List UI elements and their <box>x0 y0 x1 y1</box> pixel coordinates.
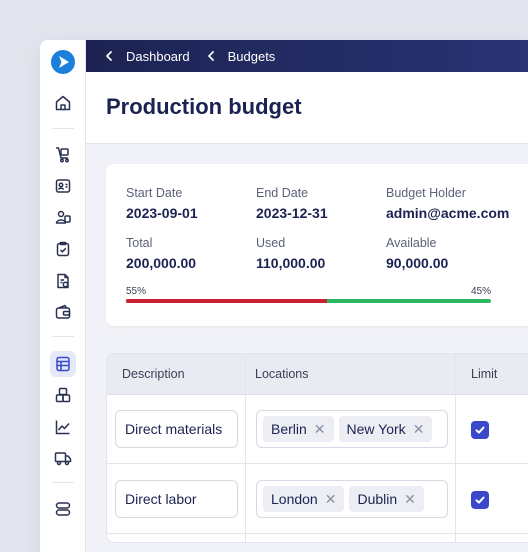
play-logo[interactable] <box>51 50 75 74</box>
end-date-label: End Date <box>256 186 309 200</box>
table-header: Description Locations Limit <box>107 354 528 395</box>
breadcrumb-dashboard[interactable]: Dashboard <box>102 49 190 64</box>
locations-multiselect[interactable]: London ✕ Dublin ✕ <box>256 480 448 518</box>
used-field: Used 110,000.00 <box>256 236 325 271</box>
checkmark-icon <box>475 426 485 434</box>
used-value: 110,000.00 <box>256 255 326 271</box>
location-tag: New York ✕ <box>338 416 433 442</box>
location-tag: London ✕ <box>263 486 345 512</box>
chevron-left-icon <box>207 51 214 61</box>
clipboard-check-icon[interactable] <box>52 238 74 260</box>
budget-holder-label: Budget Holder <box>386 186 466 200</box>
home-icon[interactable] <box>52 92 74 114</box>
available-label: Available <box>386 236 437 250</box>
budget-holder-value: admin@acme.com <box>386 205 510 221</box>
description-input[interactable]: Direct labor <box>115 480 238 518</box>
start-date-field: Start Date 2023-09-01 <box>126 186 198 221</box>
page-header: Production budget <box>86 72 528 144</box>
page-title: Production budget <box>106 94 302 119</box>
budget-icon[interactable] <box>50 351 76 377</box>
column-divider <box>455 354 456 542</box>
remove-tag-icon[interactable]: ✕ <box>412 420 425 437</box>
table-row: Direct labor London ✕ Dublin ✕ <box>107 465 528 534</box>
breadcrumb-budgets[interactable]: Budgets <box>204 48 276 64</box>
location-tag: Dublin ✕ <box>349 486 424 512</box>
boxes-icon[interactable] <box>52 384 74 406</box>
users-icon[interactable] <box>52 206 74 228</box>
end-date-field: End Date 2023-12-31 <box>256 186 328 221</box>
app-window: Dashboard Budgets Production budget Star… <box>40 40 528 552</box>
sidebar-divider <box>52 128 74 129</box>
total-value: 200,000.00 <box>126 255 197 271</box>
limit-checkbox[interactable] <box>471 491 489 509</box>
location-tag-label: New York <box>346 421 406 437</box>
used-progress-fill <box>126 299 327 303</box>
cart-icon[interactable] <box>52 143 74 165</box>
chart-icon[interactable] <box>52 416 74 438</box>
toggle-icon[interactable] <box>52 498 74 520</box>
location-tag-label: Dublin <box>357 491 398 507</box>
location-tag-label: London <box>271 491 318 507</box>
truck-icon[interactable] <box>52 447 74 469</box>
main-content: Dashboard Budgets Production budget Star… <box>86 40 528 552</box>
table-row: Direct materials Berlin ✕ New York ✕ <box>107 395 528 464</box>
location-tag: Berlin ✕ <box>263 416 334 442</box>
location-tag-label: Berlin <box>271 421 307 437</box>
remove-tag-icon[interactable]: ✕ <box>324 490 337 507</box>
wallet-icon[interactable] <box>52 301 74 323</box>
locations-multiselect[interactable]: Berlin ✕ New York ✕ <box>256 410 448 448</box>
used-percent-label: 55% <box>126 286 147 297</box>
available-value: 90,000.00 <box>386 255 449 271</box>
remove-tag-icon[interactable]: ✕ <box>313 420 326 437</box>
budget-progress-bar <box>126 299 491 303</box>
column-divider <box>245 354 246 542</box>
start-date-label: Start Date <box>126 186 183 200</box>
total-label: Total <box>126 236 153 250</box>
limit-checkbox[interactable] <box>471 421 489 439</box>
breadcrumb: Dashboard Budgets <box>86 40 528 72</box>
budget-lines-table: Description Locations Limit Direct mater… <box>106 353 528 543</box>
available-percent-label: 45% <box>471 286 492 297</box>
description-input[interactable]: Direct materials <box>115 410 238 448</box>
used-label: Used <box>256 236 286 250</box>
remove-tag-icon[interactable]: ✕ <box>404 490 416 507</box>
column-header-description: Description <box>122 367 185 381</box>
sidebar <box>40 40 86 552</box>
sidebar-divider <box>52 336 74 337</box>
contacts-icon[interactable] <box>52 175 74 197</box>
total-field: Total 200,000.00 <box>126 236 196 271</box>
available-field: Available 90,000.00 <box>386 236 448 271</box>
column-header-limit: Limit <box>471 367 498 381</box>
start-date-value: 2023-09-01 <box>126 205 198 221</box>
checkmark-icon <box>475 496 485 504</box>
breadcrumb-label: Dashboard <box>126 48 190 64</box>
breadcrumb-label: Budgets <box>227 48 276 64</box>
chevron-left-icon <box>106 51 112 61</box>
sidebar-divider <box>52 482 74 483</box>
budget-summary-card: Start Date 2023-09-01 End Date 2023-12-3… <box>106 164 528 326</box>
end-date-value: 2023-12-31 <box>256 205 328 221</box>
column-header-locations: Locations <box>255 367 309 381</box>
budget-holder-field: Budget Holder admin@acme.com <box>386 186 509 221</box>
invoice-icon[interactable] <box>52 270 74 292</box>
